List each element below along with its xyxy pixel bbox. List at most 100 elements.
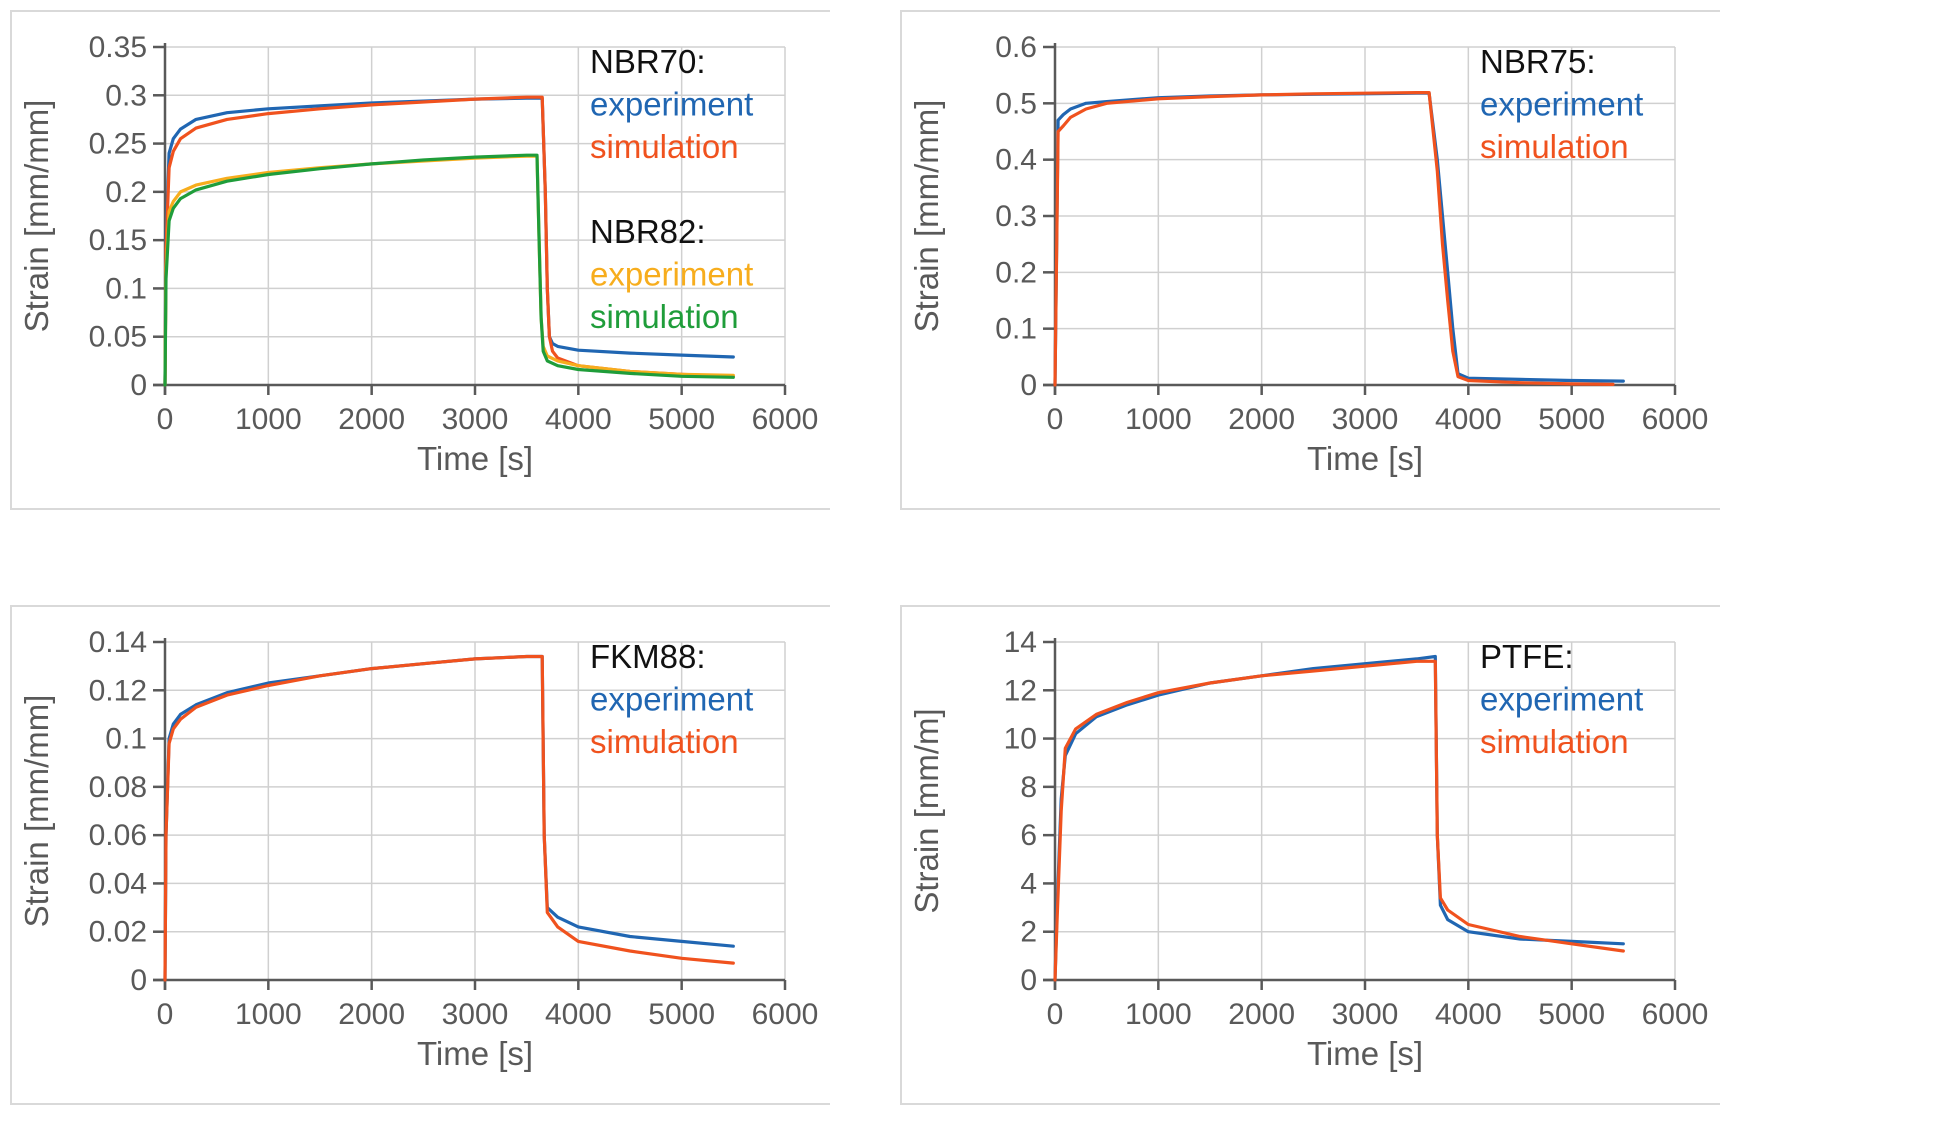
y-tick-label: 0.4 <box>995 144 1037 177</box>
x-tick-label: 4000 <box>545 998 612 1031</box>
y-tick-label: 0.02 <box>89 916 147 949</box>
y-tick-label: 0.2 <box>995 256 1037 289</box>
legend-entry: FKM88: <box>590 638 706 675</box>
x-tick-label: 5000 <box>1538 998 1605 1031</box>
series-line-nbr75-simulation <box>1053 90 1615 387</box>
x-tick-label: 2000 <box>1228 403 1295 436</box>
x-tick-label: 1000 <box>1125 403 1192 436</box>
legend-entry: PTFE: <box>1480 638 1574 675</box>
y-tick-label: 8 <box>1020 771 1037 804</box>
y-tick-label: 0.35 <box>89 31 147 64</box>
x-tick-label: 6000 <box>1642 403 1709 436</box>
y-tick-label: 0.1 <box>995 313 1037 346</box>
x-tick-label: 0 <box>1047 403 1064 436</box>
y-axis-label: Strain [mm/mm] <box>18 100 55 333</box>
y-tick-label: 0 <box>1020 369 1037 402</box>
y-tick-label: 0.1 <box>105 723 147 756</box>
y-tick-label: 0.05 <box>89 321 147 354</box>
panel-frame <box>900 605 1720 1105</box>
y-tick-label: 0.06 <box>89 819 147 852</box>
y-tick-label: 0.3 <box>105 79 147 112</box>
x-tick-label: 3000 <box>442 403 509 436</box>
legend-entry: simulation <box>1480 723 1629 760</box>
legend-entry: simulation <box>590 128 739 165</box>
legend-entry: NBR82: <box>590 213 706 250</box>
legend-entry: NBR75: <box>1480 43 1596 80</box>
legend-entry: simulation <box>1480 128 1629 165</box>
x-tick-label: 5000 <box>648 998 715 1031</box>
y-axis-label: Strain [mm/mm] <box>908 100 945 333</box>
y-tick-label: 0.12 <box>89 674 147 707</box>
x-tick-label: 6000 <box>1642 998 1709 1031</box>
x-tick-label: 3000 <box>1332 403 1399 436</box>
series-line-nbr70-simulation <box>163 95 735 387</box>
x-axis-label: Time [s] <box>417 440 533 477</box>
series-line-fkm88-simulation <box>163 654 735 982</box>
y-tick-label: 2 <box>1020 916 1037 949</box>
legend-entry: simulation <box>590 298 739 335</box>
y-tick-label: 0 <box>1020 964 1037 997</box>
y-tick-label: 10 <box>1004 723 1037 756</box>
x-tick-label: 0 <box>157 998 174 1031</box>
y-tick-label: 0.08 <box>89 771 147 804</box>
panel-frame <box>10 605 830 1105</box>
chart-svg: 0 1000 2000 3000 4000 5000 6000 0 0.02 0.04 0.06 0.… <box>10 605 830 1105</box>
x-tick-label: 2000 <box>1228 998 1295 1031</box>
y-axis-label: Strain [mm/m] <box>908 708 945 913</box>
x-axis-label: Time [s] <box>1307 440 1423 477</box>
chart-panel-ptfe: 0 1000 2000 3000 4000 5000 6000 0 2 4 6 8 10 12 14 Time… <box>900 605 1720 1105</box>
chart-panel-nbr70-nbr82: 0 1000 2000 3000 4000 5000 6000 0 0.05 0.1 0.15 0.2… <box>10 10 830 510</box>
chart-panel-nbr75: 0 1000 2000 3000 4000 5000 6000 0 0.1 0.2 0.3 0.4 0.… <box>900 10 1720 510</box>
y-tick-label: 0.14 <box>89 626 147 659</box>
y-tick-label: 0.2 <box>105 176 147 209</box>
x-tick-label: 1000 <box>235 403 302 436</box>
x-tick-label: 5000 <box>1538 403 1605 436</box>
y-tick-label: 0.3 <box>995 200 1037 233</box>
chart-panel-fkm88: 0 1000 2000 3000 4000 5000 6000 0 0.02 0.04 0.06 0.… <box>10 605 830 1105</box>
panel-frame <box>10 10 830 510</box>
y-tick-label: 0.04 <box>89 867 147 900</box>
y-tick-label: 0.6 <box>995 31 1037 64</box>
legend-entry: experiment <box>1480 86 1643 123</box>
legend-entry: experiment <box>590 86 753 123</box>
chart-svg: 0 1000 2000 3000 4000 5000 6000 0 2 4 6 8 10 12 14 Time… <box>900 605 1720 1105</box>
y-tick-label: 0.5 <box>995 87 1037 120</box>
legend-entry: simulation <box>590 723 739 760</box>
y-tick-label: 0 <box>130 964 147 997</box>
chart-svg: 0 1000 2000 3000 4000 5000 6000 0 0.1 0.2 0.3 0.4 0.… <box>900 10 1720 510</box>
x-axis-label: Time [s] <box>417 1035 533 1072</box>
legend-entry: experiment <box>590 256 753 293</box>
x-tick-label: 2000 <box>338 403 405 436</box>
panel-frame <box>900 10 1720 510</box>
y-tick-label: 0.15 <box>89 224 147 257</box>
x-tick-label: 4000 <box>1435 998 1502 1031</box>
series-line-ptfe-simulation <box>1053 659 1625 982</box>
x-tick-label: 1000 <box>1125 998 1192 1031</box>
x-tick-label: 0 <box>157 403 174 436</box>
series-line-ptfe-experiment <box>1053 654 1625 982</box>
chart-svg: 0 1000 2000 3000 4000 5000 6000 0 0.05 0.1 0.15 0.2… <box>10 10 830 510</box>
y-tick-label: 14 <box>1004 626 1037 659</box>
x-tick-label: 2000 <box>338 998 405 1031</box>
x-tick-label: 3000 <box>442 998 509 1031</box>
y-tick-label: 12 <box>1004 674 1037 707</box>
y-axis-label: Strain [mm/mm] <box>18 695 55 928</box>
legend-entry: experiment <box>1480 681 1643 718</box>
y-tick-label: 0.1 <box>105 272 147 305</box>
x-tick-label: 6000 <box>752 403 819 436</box>
x-tick-label: 4000 <box>545 403 612 436</box>
y-tick-label: 6 <box>1020 819 1037 852</box>
x-tick-label: 1000 <box>235 998 302 1031</box>
x-tick-label: 3000 <box>1332 998 1399 1031</box>
y-tick-label: 4 <box>1020 867 1037 900</box>
y-tick-label: 0 <box>130 369 147 402</box>
x-tick-label: 6000 <box>752 998 819 1031</box>
x-tick-label: 0 <box>1047 998 1064 1031</box>
x-tick-label: 4000 <box>1435 403 1502 436</box>
legend-entry: experiment <box>590 681 753 718</box>
x-tick-label: 5000 <box>648 403 715 436</box>
x-axis-label: Time [s] <box>1307 1035 1423 1072</box>
series-line-nbr82-simulation <box>163 153 735 387</box>
legend-entry: NBR70: <box>590 43 706 80</box>
y-tick-label: 0.25 <box>89 128 147 161</box>
